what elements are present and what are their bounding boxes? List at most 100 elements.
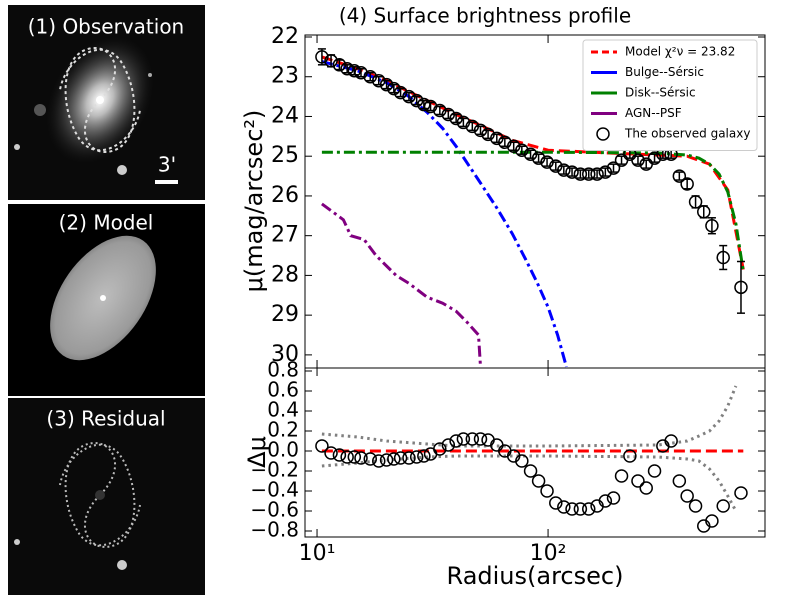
y-tick-label: 29 <box>271 302 299 327</box>
data-point <box>565 165 579 179</box>
data-point <box>315 439 329 453</box>
data-point <box>332 448 347 462</box>
data-point <box>565 502 579 516</box>
data-point <box>387 452 401 466</box>
y-tick-label: 25 <box>271 143 299 168</box>
model-panel: (2) Model <box>8 204 205 396</box>
y-tick-label: 0.0 <box>267 438 299 462</box>
y-tick-label: 26 <box>271 183 299 208</box>
y-tick-label: 30 <box>271 342 299 367</box>
data-point <box>473 432 488 446</box>
data-point <box>393 451 408 465</box>
residual-panel: (3) Residual <box>8 398 205 595</box>
y-tick-label: −0.2 <box>250 458 299 482</box>
chart-title: (4) Surface brightness profile <box>339 4 631 28</box>
data-point <box>417 449 431 463</box>
panel-label: (1) Observation <box>28 15 184 39</box>
series-line <box>321 385 738 448</box>
axes-frame <box>304 367 766 538</box>
y-tick-label: 28 <box>271 262 299 287</box>
data-point <box>672 169 687 183</box>
legend-box <box>582 39 758 151</box>
data-point <box>590 167 604 181</box>
data-point <box>705 218 719 233</box>
data-point <box>581 167 596 181</box>
y-axis-label: Δμ <box>243 436 271 468</box>
y-tick-label: 22 <box>271 24 299 49</box>
data-point <box>734 280 748 295</box>
x-tick-label: 10² <box>530 541 567 566</box>
data-point <box>409 450 424 464</box>
data-point <box>606 491 621 505</box>
y-axis-label: μ(mag/arcsec²) <box>240 110 268 293</box>
data-point <box>402 451 416 465</box>
legend-label: The observed galaxy <box>624 127 750 141</box>
y-tick-label: 0.6 <box>267 378 299 402</box>
data-point <box>515 454 529 468</box>
plot-area <box>315 48 748 368</box>
panel-label: (2) Model <box>59 211 154 235</box>
legend-marker <box>596 127 610 141</box>
data-point <box>716 250 730 265</box>
data-point <box>523 464 538 478</box>
legend-label: Model χ²ν = 23.82 <box>625 45 735 59</box>
data-point <box>441 438 456 452</box>
data-point <box>614 469 629 483</box>
legend-label: Bulge--Sérsic <box>625 65 704 79</box>
plot-area <box>315 385 748 533</box>
x-tick-label: 10¹ <box>299 541 336 566</box>
data-point <box>372 454 386 468</box>
y-tick-label: 0.2 <box>267 418 299 442</box>
data-point <box>647 464 662 478</box>
x-axis-label: Radius(arcsec) <box>447 562 624 590</box>
data-point <box>363 452 378 466</box>
y-tick-label: −0.8 <box>250 518 299 542</box>
y-tick-label: 24 <box>271 103 299 128</box>
data-point <box>598 494 613 508</box>
data-point <box>433 442 447 456</box>
data-point <box>688 499 703 513</box>
legend-label: Disk--Sérsic <box>625 86 696 100</box>
data-point <box>315 50 329 64</box>
data-point <box>705 514 719 528</box>
series-line <box>321 60 568 368</box>
y-tick-label: 0.4 <box>267 398 299 422</box>
data-point <box>324 446 338 460</box>
data-point <box>354 451 368 465</box>
data-point <box>540 484 554 498</box>
legend-label: AGN--PSF <box>625 106 682 120</box>
data-point <box>573 167 588 181</box>
data-point <box>347 450 362 464</box>
data-point <box>549 496 563 510</box>
y-tick-label: −0.6 <box>250 498 299 522</box>
data-point <box>631 474 645 488</box>
observation-panel: (1) Observation 3' <box>8 5 205 200</box>
data-point <box>672 474 687 488</box>
data-point <box>423 447 438 461</box>
data-point <box>716 499 730 513</box>
panel-label: (3) Residual <box>46 407 165 431</box>
scale-bar-label: 3' <box>158 153 176 177</box>
data-point <box>449 434 463 448</box>
data-point <box>379 453 394 467</box>
data-point <box>340 62 354 76</box>
data-point <box>664 434 678 448</box>
series-line <box>321 202 482 367</box>
series-line <box>321 150 745 272</box>
data-point <box>340 450 354 464</box>
data-point <box>639 481 653 495</box>
data-point <box>680 489 694 503</box>
data-point <box>573 502 588 516</box>
y-tick-label: 23 <box>271 64 299 89</box>
data-point <box>465 432 480 446</box>
y-tick-label: −0.4 <box>250 478 299 502</box>
data-point <box>680 177 694 191</box>
data-point <box>456 432 471 446</box>
data-point <box>557 500 571 514</box>
data-point <box>623 449 637 463</box>
y-tick-label: 27 <box>271 223 299 248</box>
data-point <box>531 474 546 488</box>
data-point <box>734 486 748 500</box>
y-tick-label: 0.8 <box>267 358 299 382</box>
